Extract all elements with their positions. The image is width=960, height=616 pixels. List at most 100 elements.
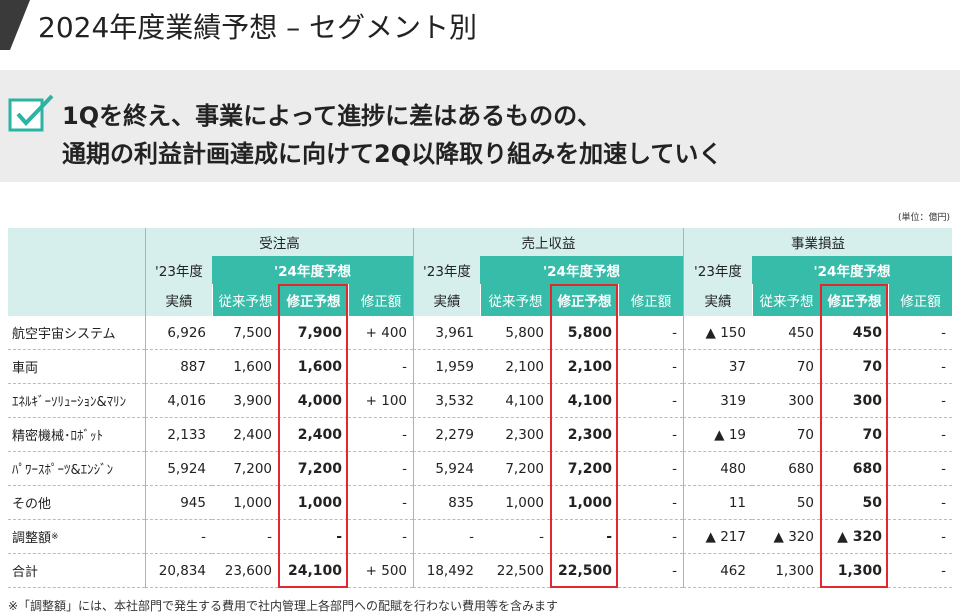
data-cell: -: [888, 486, 952, 520]
data-cell: 5,924: [413, 452, 480, 486]
row-name: ｴﾈﾙｷﾞｰｿﾘｭｰｼｮﾝ&ﾏﾘﾝ: [8, 384, 145, 418]
check-icon: [8, 94, 54, 132]
data-cell: 2,400: [278, 418, 348, 452]
data-cell: 680: [820, 452, 888, 486]
data-cell: 945: [145, 486, 212, 520]
banner: 1Qを終え、事業によって進捗に差はあるものの、 通期の利益計画達成に向けて2Q以…: [0, 70, 960, 182]
data-cell: 7,500: [212, 316, 278, 350]
row-name: 合計: [8, 554, 145, 588]
group-title: 事業損益: [683, 228, 952, 256]
data-cell: 18,492: [413, 554, 480, 588]
data-cell: ▲ 150: [683, 316, 752, 350]
data-cell: 5,800: [480, 316, 550, 350]
data-cell: 1,000: [212, 486, 278, 520]
prior-label: 実績: [683, 284, 752, 316]
prior-label: 実績: [145, 284, 212, 316]
data-cell: -: [145, 520, 212, 554]
row-name: 車両: [8, 350, 145, 384]
data-cell: 300: [752, 384, 820, 418]
group-title: 売上収益: [413, 228, 683, 256]
banner-line: 1Qを終え、事業によって進捗に差はあるものの、: [62, 102, 602, 130]
data-cell: -: [480, 520, 550, 554]
column-header: 従来予想: [752, 284, 820, 316]
data-cell: -: [348, 418, 413, 452]
forecast-header: '24年度予想: [212, 256, 413, 284]
data-cell: ▲ 217: [683, 520, 752, 554]
data-cell: 450: [820, 316, 888, 350]
data-cell: -: [618, 554, 683, 588]
highlight-box: [820, 284, 888, 588]
data-cell: 7,200: [212, 452, 278, 486]
data-cell: 11: [683, 486, 752, 520]
prior-year: '23年度: [683, 256, 752, 284]
data-cell: 2,400: [212, 418, 278, 452]
data-cell: 680: [752, 452, 820, 486]
data-cell: 70: [820, 350, 888, 384]
data-cell: -: [618, 486, 683, 520]
highlight-box: [278, 284, 348, 588]
data-cell: -: [550, 520, 618, 554]
row-name: ﾊﾟﾜｰｽﾎﾟｰﾂ&ｴﾝｼﾞﾝ: [8, 452, 145, 486]
title: 2024年度業績予想 – セグメント別: [38, 11, 478, 44]
column-header: 修正額: [618, 284, 683, 316]
data-cell: 462: [683, 554, 752, 588]
data-cell: 5,924: [145, 452, 212, 486]
data-cell: 4,016: [145, 384, 212, 418]
data-cell: 4,100: [480, 384, 550, 418]
data-cell: 4,100: [550, 384, 618, 418]
data-cell: -: [618, 452, 683, 486]
highlight-box: [550, 284, 618, 588]
data-cell: -: [618, 520, 683, 554]
data-cell: -: [618, 384, 683, 418]
data-cell: 1,300: [752, 554, 820, 588]
data-cell: 2,100: [550, 350, 618, 384]
data-cell: 3,900: [212, 384, 278, 418]
data-cell: 7,900: [278, 316, 348, 350]
data-cell: 2,300: [550, 418, 618, 452]
row-name: 調整額 ※: [8, 520, 145, 554]
data-cell: -: [888, 316, 952, 350]
data-cell: -: [348, 350, 413, 384]
data-cell: 70: [752, 350, 820, 384]
data-cell: -: [618, 418, 683, 452]
data-cell: 23,600: [212, 554, 278, 588]
data-cell: 50: [820, 486, 888, 520]
data-cell: -: [888, 554, 952, 588]
row-name: 航空宇宙システム: [8, 316, 145, 350]
column-header: 従来予想: [480, 284, 550, 316]
data-cell: 4,000: [278, 384, 348, 418]
unit-label: (単位：億円): [897, 213, 950, 223]
data-cell: + 400: [348, 316, 413, 350]
data-cell: 70: [752, 418, 820, 452]
data-cell: -: [888, 350, 952, 384]
data-cell: 3,532: [413, 384, 480, 418]
data-cell: -: [618, 316, 683, 350]
prior-year: '23年度: [413, 256, 480, 284]
data-cell: 1,000: [480, 486, 550, 520]
data-cell: 7,200: [278, 452, 348, 486]
data-cell: 7,200: [480, 452, 550, 486]
data-cell: 450: [752, 316, 820, 350]
data-cell: 480: [683, 452, 752, 486]
data-cell: -: [348, 486, 413, 520]
footnote: ※「調整額」には、本社部門で発生する費用で社内管理上各部門への配賦を行わない費用…: [8, 599, 559, 613]
data-cell: + 100: [348, 384, 413, 418]
data-cell: 37: [683, 350, 752, 384]
row-name: その他: [8, 486, 145, 520]
data-cell: 6,926: [145, 316, 212, 350]
data-cell: -: [618, 350, 683, 384]
data-cell: 70: [820, 418, 888, 452]
note-mark: ※: [51, 531, 59, 542]
data-cell: 1,600: [212, 350, 278, 384]
data-cell: -: [348, 452, 413, 486]
data-cell: 2,300: [480, 418, 550, 452]
column-header: 修正予想: [278, 284, 348, 316]
data-cell: 2,100: [480, 350, 550, 384]
data-cell: ▲ 19: [683, 418, 752, 452]
data-cell: 1,000: [550, 486, 618, 520]
data-cell: -: [413, 520, 480, 554]
data-cell: 7,200: [550, 452, 618, 486]
data-cell: -: [888, 452, 952, 486]
data-cell: 50: [752, 486, 820, 520]
